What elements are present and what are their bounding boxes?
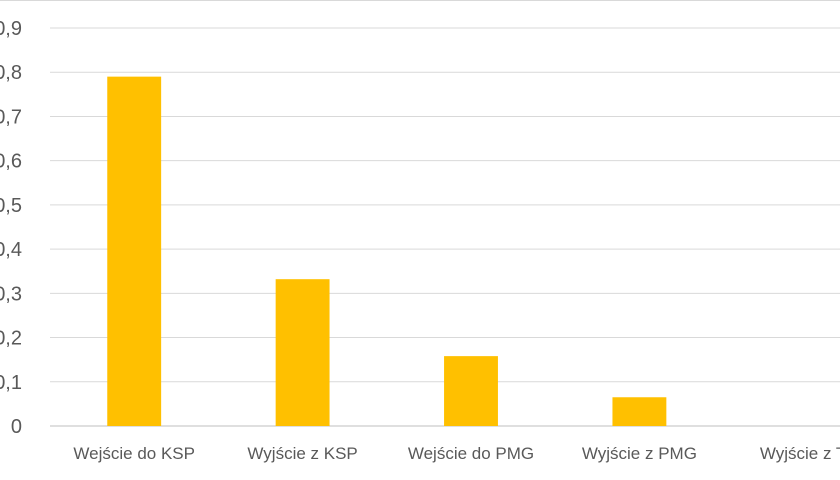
y-tick-label: 0,7 <box>0 106 22 128</box>
bar <box>107 76 162 427</box>
x-category-label: Wejście do KSP <box>73 444 195 463</box>
y-tick-label: 0,2 <box>0 328 22 350</box>
y-tick-label: 0,9 <box>0 18 22 40</box>
bar <box>612 397 667 426</box>
y-tick-label: 0 <box>11 416 22 438</box>
y-tick-label: 0,6 <box>0 151 22 173</box>
y-tick-label: 0,5 <box>0 195 22 217</box>
x-category-label: Wyjście z TL <box>760 444 840 463</box>
y-tick-label: 0,3 <box>0 283 22 305</box>
bar <box>275 279 330 426</box>
bar <box>444 356 498 426</box>
x-category-label: Wyjście z KSP <box>247 444 357 463</box>
y-tick-label: 0,4 <box>0 239 22 261</box>
x-category-label: Wejście do PMG <box>408 444 534 463</box>
y-tick-label: 0,8 <box>0 62 22 84</box>
x-category-label: Wyjście z PMG <box>582 444 697 463</box>
y-tick-label: 0,1 <box>0 372 22 394</box>
